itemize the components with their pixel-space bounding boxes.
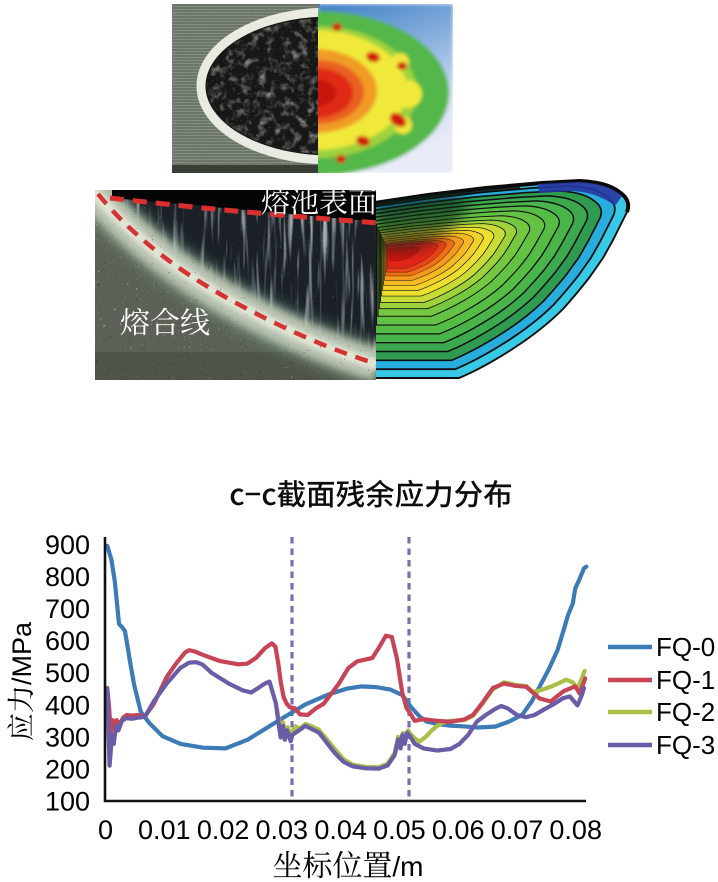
svg-text:500: 500 [45, 658, 90, 688]
svg-text:0.05: 0.05 [373, 815, 426, 845]
svg-text:0: 0 [98, 815, 113, 845]
svg-text:0.08: 0.08 [549, 815, 602, 845]
svg-text:800: 800 [45, 562, 90, 592]
svg-text:100: 100 [45, 787, 90, 817]
svg-text:FQ-0: FQ-0 [656, 632, 715, 662]
svg-text:300: 300 [45, 722, 90, 752]
svg-text:0.04: 0.04 [314, 815, 367, 845]
svg-text:0.06: 0.06 [432, 815, 485, 845]
svg-text:900: 900 [45, 530, 90, 560]
svg-text:0.02: 0.02 [197, 815, 250, 845]
svg-text:700: 700 [45, 594, 90, 624]
svg-text:FQ-1: FQ-1 [656, 665, 715, 695]
svg-text:/MPa: /MPa [7, 621, 37, 685]
svg-text:FQ-3: FQ-3 [656, 730, 715, 760]
svg-text:400: 400 [45, 690, 90, 720]
svg-text:0.03: 0.03 [256, 815, 309, 845]
svg-text:600: 600 [45, 626, 90, 656]
svg-text:0.01: 0.01 [138, 815, 191, 845]
svg-text:0.07: 0.07 [491, 815, 544, 845]
svg-text:200: 200 [45, 755, 90, 785]
svg-text:FQ-2: FQ-2 [656, 697, 715, 727]
svg-text:/m: /m [392, 851, 423, 882]
